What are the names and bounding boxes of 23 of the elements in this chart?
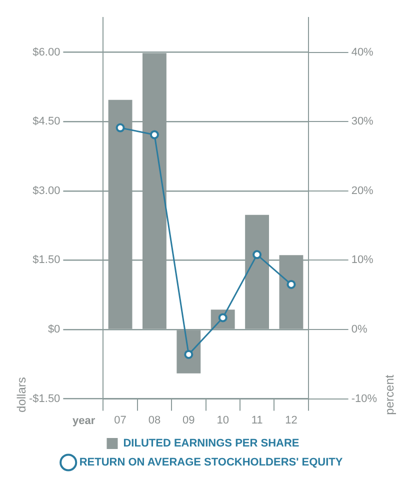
x-tick-label: 10 (216, 414, 229, 426)
x-axis-title: year (72, 415, 96, 428)
y-tick-label: -$1.50 (28, 392, 60, 405)
y-axis-title: dollars (14, 377, 28, 412)
x-tick-label: 08 (148, 414, 161, 426)
y2-tick-label: 10% (351, 254, 374, 266)
y-tick-label: $3.00 (32, 184, 60, 197)
y-tick-label: $4.50 (32, 116, 60, 128)
y2-tick-label: 30% (351, 116, 374, 128)
x-tick-label: 12 (285, 414, 298, 426)
y-tick-label: $1.50 (32, 254, 60, 266)
y2-tick-label: 0% (351, 324, 368, 336)
x-tick-label: 09 (182, 414, 195, 426)
y-tick-label: $0 (48, 324, 60, 336)
legend-label: RETURN ON AVERAGE STOCKHOLDERS' EQUITY (79, 456, 344, 469)
y2-tick-label: 40% (351, 46, 374, 58)
y2-tick-label: 20% (351, 184, 374, 197)
x-tick-label: 07 (114, 414, 126, 426)
y2-axis-title: percent (382, 374, 396, 415)
y2-tick-label: -10% (351, 392, 378, 405)
y-tick-label: $6.00 (32, 46, 60, 58)
legend-label: DILUTED EARNINGS PER SHARE (123, 438, 300, 450)
x-tick-label: 11 (251, 414, 263, 426)
